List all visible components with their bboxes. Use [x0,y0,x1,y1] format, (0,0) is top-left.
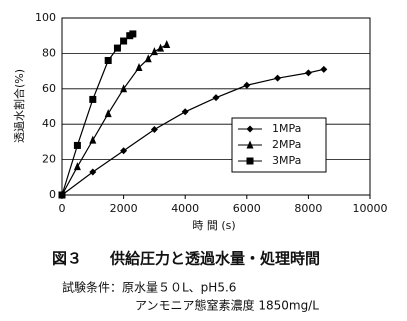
series-line [61,68,324,196]
data-point [104,56,112,64]
series-line [61,33,134,196]
legend-marker [246,157,254,165]
data-point [73,162,81,171]
data-point [157,43,165,52]
legend-label: 1MPa [272,122,301,135]
x-tick-label: 0 [59,202,66,215]
y-tick-label: 40 [42,117,56,130]
data-point [58,191,66,199]
conditions: アンモニア態窒素濃度 1850mg/L [135,298,319,313]
series-line [61,44,168,196]
legend-label: 3MPa [272,154,301,167]
data-point [120,147,128,155]
data-point [144,54,152,63]
x-tick-label: 10000 [353,202,388,215]
x-tick-label: 8000 [294,202,322,215]
data-point [89,95,97,103]
data-point [73,141,81,149]
figure-number: 図３ [52,250,82,268]
legend-label: 2MPa [272,138,301,151]
data-point [163,40,171,49]
legend-marker [246,125,254,133]
x-axis-label: 時 間 (s) [192,219,235,232]
legend-marker [246,140,254,149]
data-point [89,135,97,144]
data-point [320,65,328,73]
data-point [243,81,251,89]
x-tick-label: 2000 [110,202,138,215]
y-tick-label: 0 [49,188,56,201]
data-point [104,109,112,118]
x-tick-label: 4000 [171,202,199,215]
y-axis-label: 透過水割合(%) [12,69,26,143]
data-point [274,74,282,82]
data-point [120,37,128,45]
y-tick-label: 80 [42,46,56,59]
data-point [212,94,220,102]
data-point [89,168,97,176]
x-tick-label: 6000 [233,202,261,215]
y-tick-label: 20 [42,153,56,166]
data-point [304,69,312,77]
data-point [150,126,158,134]
data-point [129,30,137,38]
figure-title: 供給圧力と透過水量・処理時間 [109,250,320,268]
conditions: 試験条件：原水量５０L、pH5.6 [62,280,236,295]
y-tick-label: 100 [35,11,56,24]
data-point [113,44,121,52]
data-point [150,47,158,56]
data-point [120,84,128,93]
data-point [135,63,143,72]
y-tick-label: 60 [42,82,56,95]
data-point [181,108,189,116]
